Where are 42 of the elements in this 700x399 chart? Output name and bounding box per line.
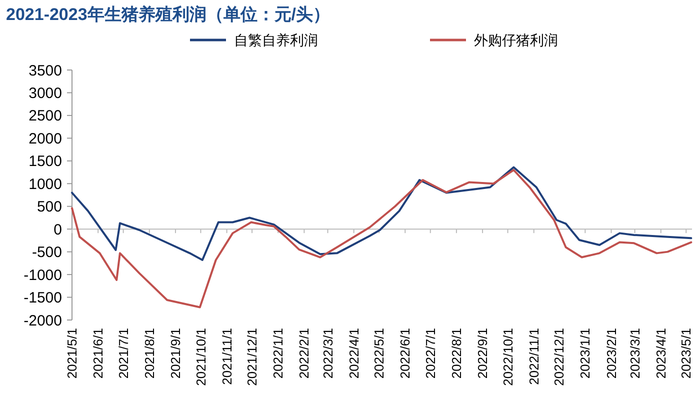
x-tick-label: 2022/9/1 [475, 328, 490, 379]
x-tick-label: 2022/1/1 [270, 328, 286, 379]
x-tick-label: 2021/9/1 [168, 328, 184, 379]
y-tick-label: 2500 [28, 108, 62, 125]
y-tick-label: 2000 [28, 130, 62, 148]
x-tick-label: 2023/3/1 [627, 328, 642, 379]
x-tick-label: 2021/12/1 [244, 328, 260, 386]
x-tick-label: 2023/5/1 [678, 328, 694, 379]
line-series [71, 166, 692, 261]
x-tick-label: 2022/3/1 [320, 328, 336, 379]
x-tick-label: 2021/10/1 [193, 328, 208, 386]
y-tick-label: 1500 [28, 153, 62, 170]
x-tick-label: 2021/11/1 [219, 328, 234, 385]
chart-title: 2021-2023年生猪养殖利润（单位：元/头） [6, 5, 330, 24]
y-tick-label: 1000 [28, 176, 62, 193]
y-tick-label: 500 [36, 198, 62, 216]
y-tick-label: 3500 [28, 62, 62, 80]
x-tick-label: 2022/12/1 [552, 328, 567, 386]
y-tick-label: -1500 [24, 290, 62, 307]
x-tick-label: 2022/8/1 [449, 328, 464, 379]
y-tick-label: -1000 [24, 266, 62, 284]
x-tick-label: 2023/4/1 [653, 328, 668, 379]
y-tick-label: -2000 [24, 312, 62, 330]
y-tick-label: 3000 [28, 84, 62, 102]
x-tick-label: 2023/1/1 [578, 328, 593, 379]
x-tick-label: 2022/6/1 [398, 328, 413, 379]
y-tick-label: -500 [32, 244, 62, 262]
x-tick-label: 2021/6/1 [90, 328, 106, 379]
x-tick-label: 2022/5/1 [372, 328, 387, 379]
x-tick-label: 2021/7/1 [116, 328, 131, 379]
x-tick-label: 2022/10/1 [500, 328, 516, 386]
x-tick-label: 2023/2/1 [604, 328, 619, 379]
x-tick-label: 2021/5/1 [64, 328, 80, 379]
x-tick-label: 2022/4/1 [346, 328, 362, 379]
y-tick-label: 0 [54, 221, 62, 238]
x-tick-label: 2021/8/1 [142, 328, 157, 379]
legend-label: 自繁自养利润 [234, 32, 318, 48]
x-tick-label: 2022/11/1 [526, 328, 542, 385]
line-series [71, 169, 692, 308]
x-tick-label: 2022/7/1 [422, 328, 438, 379]
legend-label: 外购仔猪利润 [474, 32, 558, 48]
x-tick-label: 2022/2/1 [296, 328, 312, 379]
